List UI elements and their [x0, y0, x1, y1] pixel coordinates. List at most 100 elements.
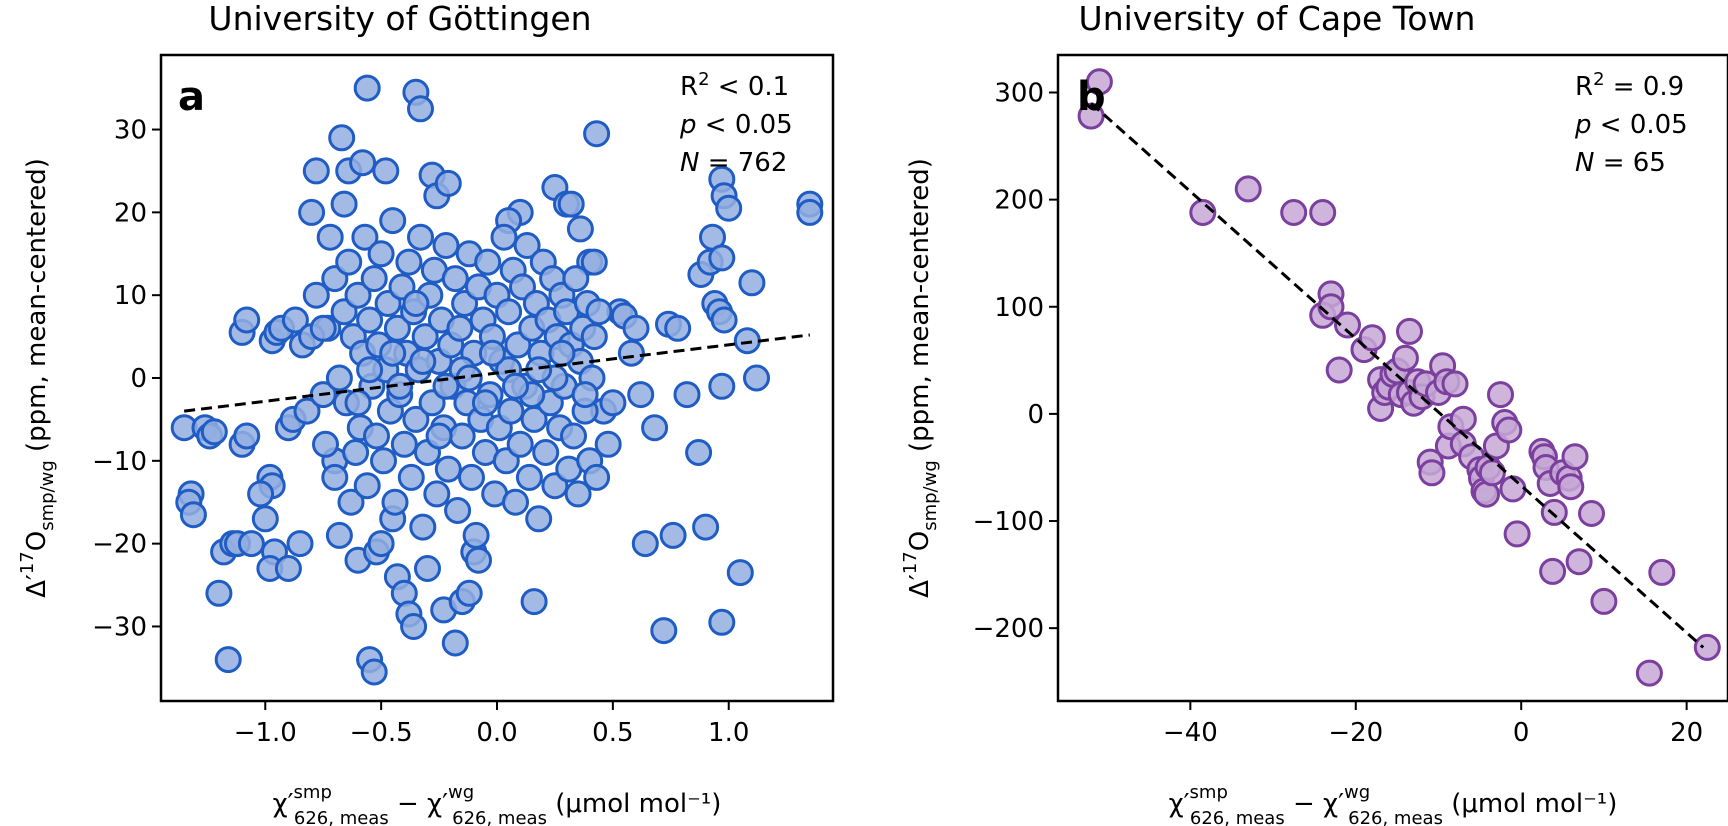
panel-a-data-point — [360, 658, 388, 686]
panel-a-data-point — [458, 463, 485, 491]
panel-a-data-point — [337, 488, 365, 516]
panel-a-data-point — [349, 149, 377, 177]
panel-a-data-point — [432, 232, 460, 259]
panel-a-y-tick-label: 30 — [114, 116, 147, 146]
panel-b-data-point — [1648, 558, 1676, 586]
panel-a-data-point — [247, 480, 275, 508]
panel-a-x-tick-label: −0.5 — [350, 718, 413, 748]
panel-b-data-point — [1334, 311, 1361, 339]
panel-a-data-point — [423, 480, 451, 508]
panel-a-data-point — [532, 439, 560, 466]
panel-a-data-point — [402, 290, 430, 317]
panel-a-data-point — [344, 281, 372, 309]
panel-b-y-tick-label: 200 — [994, 186, 1044, 216]
panel-a-data-point — [237, 530, 265, 558]
panel-a-data-point — [302, 157, 330, 185]
panel-a-x-tick-label: 0.5 — [592, 718, 633, 748]
panel-b-data-point — [1280, 199, 1308, 226]
panel-a-y-tick-label: −20 — [92, 530, 147, 560]
panel-a-data-point — [353, 472, 381, 500]
panel-a-data-point — [557, 190, 585, 218]
panel-b-x-tick-label: 20 — [1670, 718, 1703, 748]
panel-b-axes-frame — [1056, 53, 1728, 703]
panel-a-data-point — [414, 555, 441, 582]
panel-a-data-point — [316, 223, 344, 251]
panel-a-data-point — [650, 617, 678, 645]
panel-a-data-point — [455, 579, 483, 607]
panel-b-x-tick-label: 0 — [1513, 718, 1530, 748]
panel-b-y-tick-label: 300 — [994, 78, 1044, 108]
panel-a-y-ticks: −30 −20 −10 0 10 20 30 — [92, 116, 161, 642]
panel-b-data-point — [1561, 443, 1589, 471]
panel-a-data-point — [580, 248, 608, 276]
panel-b-data-point — [1540, 498, 1568, 526]
panel-a-data-point — [356, 306, 384, 334]
panel-b-title: University of Cape Town — [1079, 0, 1476, 38]
panel-a-data-point — [205, 579, 233, 607]
panel-a-data-point — [360, 265, 388, 293]
panel-a-data-point — [710, 306, 738, 334]
panel-a-data-point — [580, 323, 608, 351]
panel-a-data-point — [214, 646, 242, 674]
panel-a-data-point — [502, 488, 529, 516]
panel-a-data-point — [351, 223, 379, 251]
panel-a-n: N = 762 — [680, 148, 787, 178]
panel-a-data-point — [395, 248, 423, 276]
panel-a-data-point — [312, 430, 339, 458]
panel-a-data-point — [407, 223, 434, 251]
panel-b-data-point — [1325, 356, 1353, 384]
panel-a-data-point — [692, 513, 720, 541]
panel-b-points — [1077, 68, 1721, 687]
panel-b-y-ticks: −200 −100 0 100 200 300 — [973, 78, 1058, 644]
panel-a-data-point — [321, 463, 349, 491]
panel-b-data-point — [1085, 68, 1113, 96]
panel-b-data-point — [1539, 557, 1567, 585]
panel-a-y-tick-label: 20 — [114, 198, 147, 228]
panel-a-data-point — [743, 364, 770, 392]
panel-a-data-point — [796, 198, 824, 226]
panel-a-data-point — [599, 389, 627, 417]
panel-a-data-point — [685, 439, 713, 466]
panel-a-data-point — [281, 306, 309, 334]
panel-b-fit-line — [1090, 102, 1705, 649]
panel-b-label: b — [1077, 74, 1106, 120]
panel-a-data-point — [335, 248, 363, 276]
panel-a-data-point — [726, 559, 754, 587]
panel-a-data-point — [434, 169, 462, 197]
panel-a-r2: R2 < 0.1 — [680, 69, 789, 102]
panel-a-fit-line-group — [183, 333, 811, 413]
panel-a-y-tick-label: 0 — [130, 364, 147, 394]
panel-a-data-point — [715, 194, 743, 222]
panel-a-data-point — [474, 248, 502, 276]
panel-a-y-axis-label: Δ′17Osmp/wg (ppm, mean-centered) — [17, 158, 58, 598]
panel-a-data-point — [353, 74, 381, 102]
panel-a-data-point — [298, 198, 326, 226]
panel-a-data-point — [664, 314, 692, 342]
panel-b-data-point — [1578, 500, 1605, 527]
panel-a-data-point — [325, 521, 353, 549]
panel-a-data-point — [617, 339, 645, 367]
panel-a-data-point — [478, 339, 506, 367]
panel-a-points — [170, 74, 824, 686]
panel-b-y-tick-label: −200 — [973, 614, 1044, 644]
panel-a-data-point — [381, 488, 409, 516]
panel-a-data-point — [515, 463, 543, 491]
panel-a-data-point — [441, 265, 469, 293]
panel-a-data-point — [446, 314, 474, 342]
panel-a-pvalue: p < 0.05 — [679, 110, 793, 140]
panel-b-x-tick-label: −40 — [1163, 718, 1218, 748]
panel-a-data-point — [363, 422, 390, 450]
panel-a-fit-line — [183, 333, 811, 413]
panel-a-data-point — [379, 207, 407, 235]
panel-a-x-tick-label: −1.0 — [234, 718, 297, 748]
panel-a-data-point — [562, 265, 590, 293]
panel-a-data-point — [471, 389, 499, 417]
panel-b-pvalue: p < 0.05 — [1574, 110, 1688, 140]
panel-b-data-point — [1503, 520, 1531, 548]
panel-a-data-point — [302, 281, 330, 309]
panel-a-x-tick-label: 1.0 — [708, 718, 749, 748]
panel-a-data-point — [583, 463, 611, 491]
panel-b-n: N = 65 — [1575, 148, 1666, 178]
panel-a-x-ticks: −1.0 −0.5 0.0 0.5 1.0 — [234, 701, 749, 748]
